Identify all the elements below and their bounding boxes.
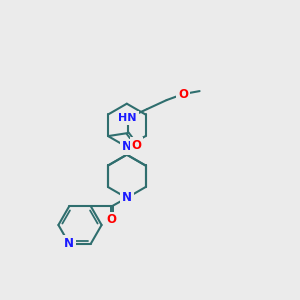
- Text: N: N: [122, 140, 132, 153]
- Text: HN: HN: [118, 113, 137, 123]
- Text: O: O: [107, 213, 117, 226]
- Text: O: O: [178, 88, 188, 100]
- Text: N: N: [122, 191, 132, 204]
- Text: O: O: [132, 139, 142, 152]
- Text: N: N: [64, 237, 74, 250]
